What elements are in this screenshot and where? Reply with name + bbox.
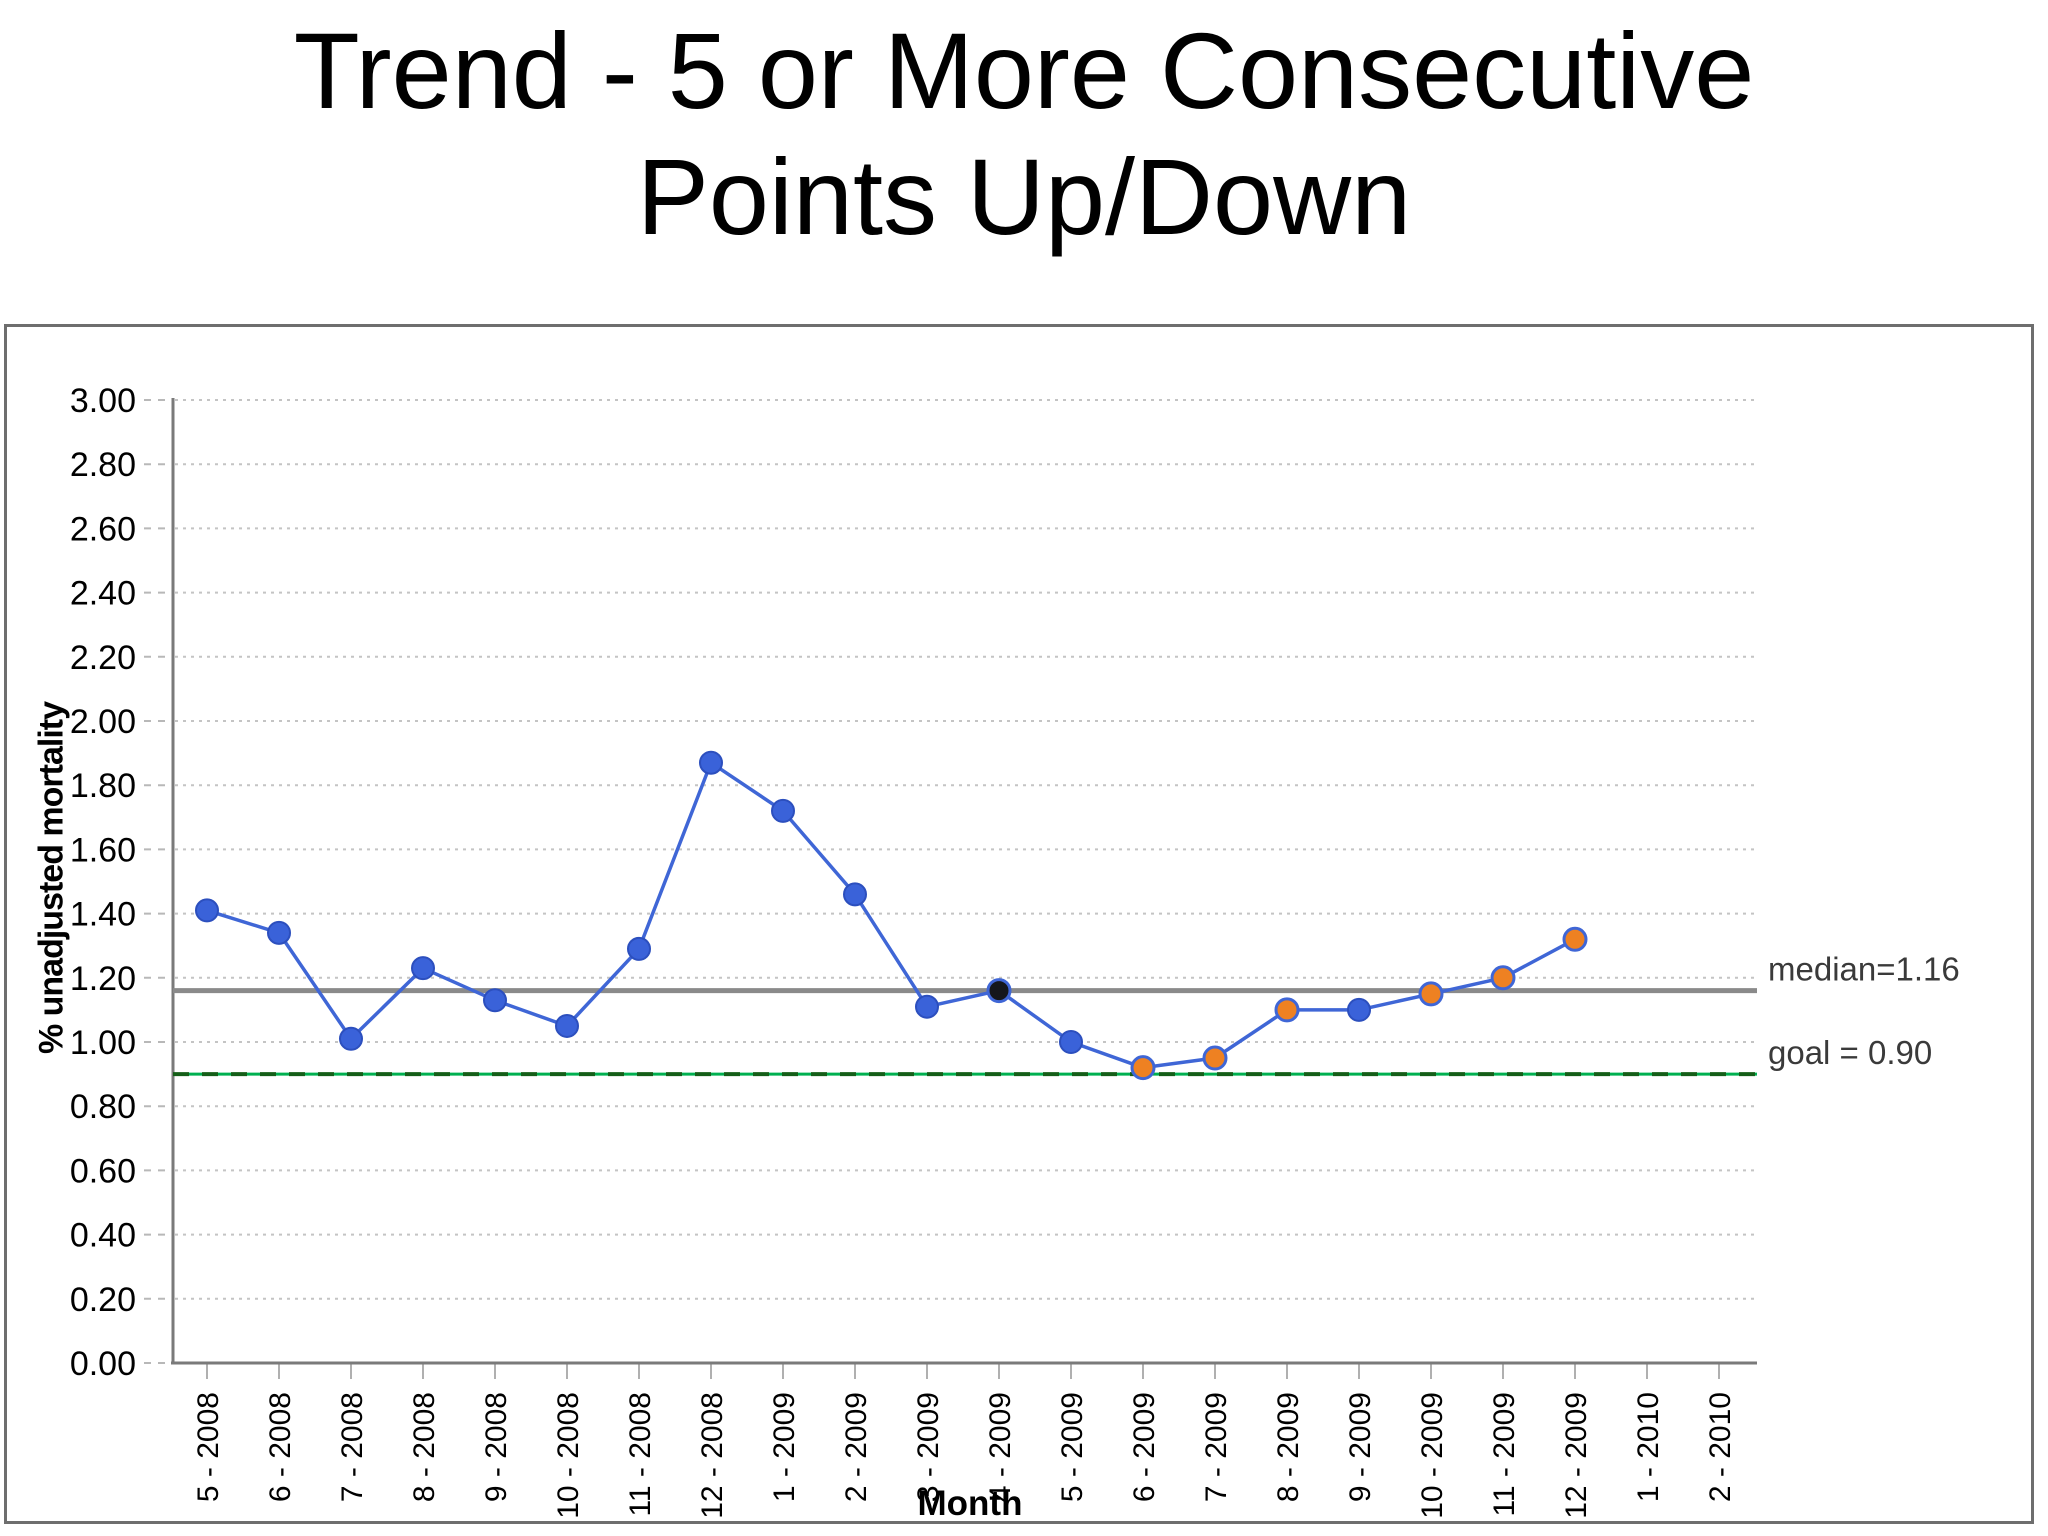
y-tick-label: 0.80 bbox=[70, 1088, 136, 1126]
chart-frame bbox=[4, 324, 2034, 1524]
data-point bbox=[483, 988, 507, 1013]
x-tick-label: 2 - 2009 bbox=[840, 1392, 873, 1502]
y-tick-label: 1.40 bbox=[70, 896, 136, 934]
x-tick-label: 7 - 2008 bbox=[336, 1392, 369, 1502]
data-point bbox=[1202, 1045, 1228, 1071]
y-tick-label: 1.60 bbox=[70, 831, 136, 869]
x-tick-label: 10 - 2009 bbox=[1416, 1392, 1449, 1519]
x-tick-label: 8 - 2008 bbox=[408, 1392, 441, 1502]
x-tick-label: 11 - 2009 bbox=[1488, 1392, 1521, 1517]
x-tick-label: 5 - 2008 bbox=[192, 1392, 225, 1502]
x-tick-label: 6 - 2008 bbox=[264, 1392, 297, 1502]
x-tick-label: 12 - 2009 bbox=[1560, 1392, 1593, 1519]
y-tick-label: 1.20 bbox=[70, 960, 136, 998]
y-tick-label: 2.20 bbox=[70, 639, 136, 677]
data-point bbox=[771, 798, 795, 823]
y-tick-label: 1.00 bbox=[70, 1024, 136, 1062]
y-axis-title: % unadjusted mortality bbox=[32, 701, 71, 1055]
data-point bbox=[627, 936, 651, 961]
data-point bbox=[986, 978, 1012, 1004]
y-tick-label: 0.60 bbox=[70, 1152, 136, 1190]
x-tick-label: 6 - 2009 bbox=[1128, 1392, 1161, 1502]
x-tick-label: 7 - 2009 bbox=[1200, 1392, 1233, 1502]
y-tick-label: 0.40 bbox=[70, 1217, 136, 1255]
x-tick-label: 4 - 2009 bbox=[984, 1392, 1017, 1502]
data-point bbox=[1274, 997, 1300, 1023]
x-tick-label: 12 - 2008 bbox=[696, 1392, 729, 1519]
data-point bbox=[1130, 1055, 1156, 1081]
x-tick-label: 5 - 2009 bbox=[1056, 1392, 1089, 1502]
y-tick-label: 0.00 bbox=[70, 1345, 136, 1383]
x-tick-label: 9 - 2009 bbox=[1344, 1392, 1377, 1502]
y-tick-label: 2.60 bbox=[70, 510, 136, 548]
data-point bbox=[267, 920, 291, 945]
data-point bbox=[843, 882, 867, 907]
y-tick-label: 0.20 bbox=[70, 1281, 136, 1319]
data-point bbox=[915, 994, 939, 1019]
y-tick-label: 2.00 bbox=[70, 703, 136, 741]
x-tick-label: 9 - 2008 bbox=[480, 1392, 513, 1502]
chart-title: Trend - 5 or More Consecutive Points Up/… bbox=[0, 8, 2048, 261]
series-line bbox=[206, 760, 1576, 1070]
x-tick-label: 3 - 2009 bbox=[912, 1392, 945, 1502]
data-point bbox=[555, 1013, 579, 1038]
chart-title-line1: Trend - 5 or More Consecutive bbox=[293, 10, 1755, 131]
data-point bbox=[699, 750, 723, 775]
median-label: median=1.16 bbox=[1768, 951, 1960, 988]
data-point bbox=[1347, 997, 1371, 1022]
data-point bbox=[1059, 1030, 1083, 1054]
x-tick-label: 10 - 2008 bbox=[552, 1392, 585, 1519]
data-point bbox=[411, 956, 435, 981]
x-axis-title: Month bbox=[917, 1484, 1023, 1523]
y-tick-label: 3.00 bbox=[70, 382, 136, 420]
y-tick-label: 2.80 bbox=[70, 446, 136, 484]
data-point bbox=[195, 898, 219, 923]
data-point bbox=[1562, 926, 1588, 952]
x-tick-label: 1 - 2010 bbox=[1632, 1392, 1665, 1502]
data-point bbox=[339, 1026, 363, 1051]
x-tick-label: 2 - 2010 bbox=[1704, 1392, 1737, 1502]
y-tick-label: 1.80 bbox=[70, 767, 136, 805]
data-point bbox=[1490, 965, 1516, 991]
chart-title-line2: Points Up/Down bbox=[636, 136, 1412, 258]
x-tick-label: 11 - 2008 bbox=[624, 1392, 657, 1517]
y-tick-label: 2.40 bbox=[70, 575, 136, 613]
goal-label: goal = 0.90 bbox=[1768, 1034, 1932, 1071]
data-point bbox=[1418, 981, 1444, 1007]
x-tick-label: 8 - 2009 bbox=[1272, 1392, 1305, 1502]
x-tick-label: 1 - 2009 bbox=[768, 1392, 801, 1502]
